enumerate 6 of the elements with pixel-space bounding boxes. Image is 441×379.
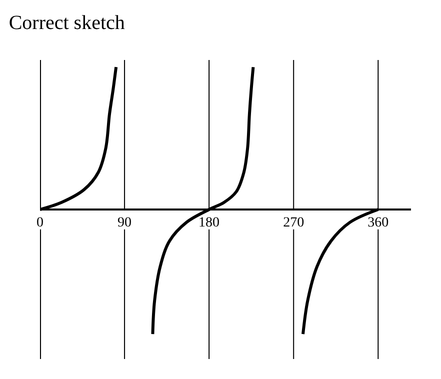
chart-title: Correct sketch [8,12,125,34]
x-tick-label: 360 [368,216,389,230]
x-tick-label: 180 [198,216,220,230]
x-tick-label: 0 [36,216,44,230]
x-tick-label: 270 [283,216,304,230]
x-tick-label: 90 [118,216,132,230]
